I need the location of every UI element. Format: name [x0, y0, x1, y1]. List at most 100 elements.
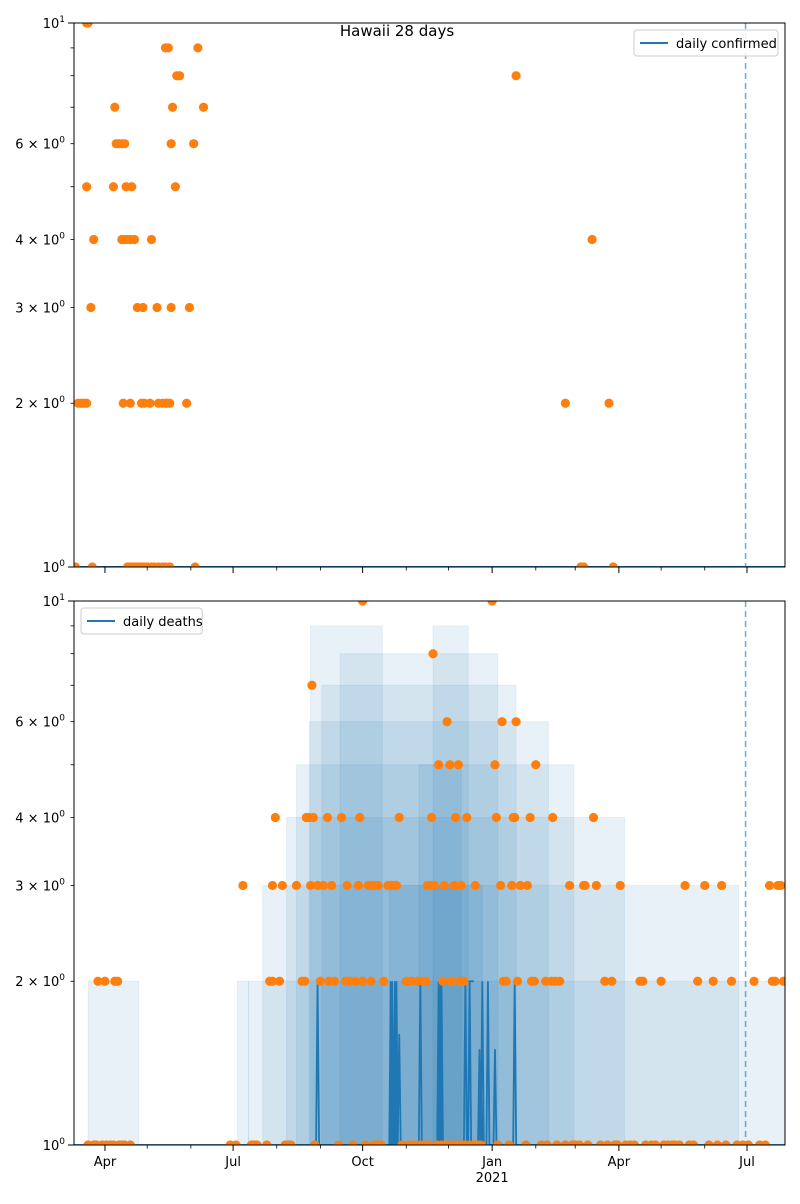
data-point: [548, 813, 557, 822]
data-point: [182, 399, 191, 408]
data-point: [316, 977, 325, 986]
data-point: [589, 813, 598, 822]
data-point: [307, 681, 316, 690]
data-point: [354, 881, 363, 890]
data-point: [445, 760, 454, 769]
data-point: [171, 182, 180, 191]
data-point: [580, 881, 589, 890]
data-point: [126, 399, 135, 408]
data-point: [319, 881, 328, 890]
data-point: [454, 760, 463, 769]
data-point: [175, 71, 184, 80]
data-point: [447, 977, 456, 986]
x-tick-label: Jul: [224, 1155, 241, 1170]
data-point: [120, 139, 129, 148]
confirmed-panel: 100 101 2 × 100 3 × 100 4 × 100 6 × 100 daily …: [15, 15, 785, 576]
legend-label: daily confirmed: [676, 37, 777, 52]
data-point: [300, 977, 309, 986]
y-tick-label: 2 × 100: [15, 395, 65, 412]
data-point: [513, 977, 522, 986]
data-point: [717, 881, 726, 890]
data-point: [147, 235, 156, 244]
data-point: [776, 881, 785, 890]
legend-label: daily deaths: [123, 615, 203, 630]
data-point: [327, 881, 336, 890]
data-point: [507, 881, 516, 890]
data-point: [442, 717, 451, 726]
data-point: [278, 881, 287, 890]
data-point: [588, 235, 597, 244]
data-point: [323, 813, 332, 822]
data-point: [555, 977, 564, 986]
x-tick-label: Jul: [738, 1155, 755, 1170]
data-point: [492, 813, 501, 822]
y-tick-label: 6 × 100: [15, 714, 65, 731]
data-point: [337, 813, 346, 822]
y-tick-label: 2 × 100: [15, 973, 65, 990]
x-tick-label: Apr: [608, 1155, 631, 1170]
data-point: [309, 813, 318, 822]
y-tick-label: 3 × 100: [15, 877, 65, 894]
data-point: [145, 399, 154, 408]
x-tick-label: Jan: [481, 1155, 502, 1170]
y-tick-label: 4 × 100: [15, 231, 65, 248]
data-point: [427, 813, 436, 822]
data-point: [168, 103, 177, 112]
data-point: [428, 649, 437, 658]
data-point: [100, 977, 109, 986]
y-tick-label: 100: [43, 559, 66, 576]
data-point: [765, 881, 774, 890]
data-point: [709, 977, 718, 986]
data-point: [109, 182, 118, 191]
data-point: [130, 235, 139, 244]
data-point: [526, 813, 535, 822]
data-point: [440, 881, 449, 890]
data-point: [502, 977, 511, 986]
data-point: [462, 813, 471, 822]
data-point: [86, 303, 95, 312]
uncertainty-band: [237, 981, 248, 1145]
legend: daily deaths: [81, 608, 203, 634]
data-point: [457, 881, 466, 890]
data-point: [113, 977, 122, 986]
axes-frame: [74, 23, 785, 567]
data-point: [604, 399, 613, 408]
y-tick-label: 6 × 100: [15, 136, 65, 153]
plot-area: [74, 596, 788, 1149]
x-tick-sublabel: 2021: [476, 1171, 509, 1186]
data-point: [164, 43, 173, 52]
deaths-panel: 100 101 2 × 100 3 × 100 4 × 100 6 × 100 Apr Jul…: [15, 593, 788, 1186]
chart-figure: Hawaii 28 days 1001012 × 1003 × 1004 × 1…: [0, 0, 800, 1200]
data-point: [138, 303, 147, 312]
data-point: [152, 303, 161, 312]
data-point: [82, 182, 91, 191]
data-point: [430, 881, 439, 890]
x-tick-label: Apr: [94, 1155, 117, 1170]
y-tick-label: 101: [43, 15, 65, 32]
data-point: [496, 881, 505, 890]
data-point: [700, 881, 709, 890]
data-point: [165, 399, 174, 408]
legend: daily confirmed: [634, 30, 778, 56]
data-point: [358, 977, 367, 986]
data-point: [616, 881, 625, 890]
data-point: [438, 977, 447, 986]
data-point: [185, 303, 194, 312]
data-point: [510, 813, 519, 822]
data-point: [497, 717, 506, 726]
data-point: [727, 977, 736, 986]
data-point: [275, 977, 284, 986]
data-point: [530, 977, 539, 986]
plot-area: [71, 18, 785, 571]
data-point: [82, 399, 91, 408]
data-point: [459, 977, 468, 986]
y-tick-label: 4 × 100: [15, 809, 65, 826]
y-tick-label: 3 × 100: [15, 299, 65, 316]
data-point: [127, 182, 136, 191]
data-point: [607, 977, 616, 986]
data-point: [167, 303, 176, 312]
y-tick-label: 101: [43, 593, 65, 610]
data-point: [271, 813, 280, 822]
x-tick-label: Oct: [351, 1155, 373, 1170]
data-point: [779, 977, 788, 986]
